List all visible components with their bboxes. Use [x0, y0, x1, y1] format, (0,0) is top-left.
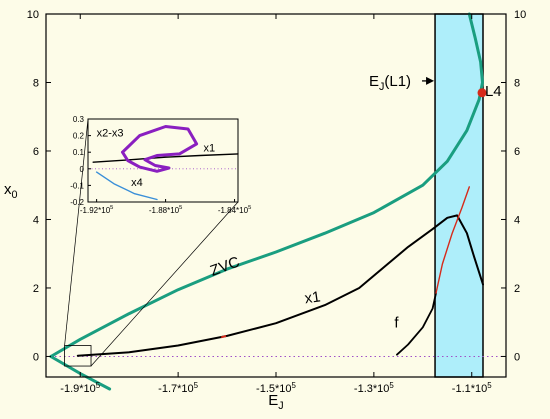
x-tick-label-mantissa: -1.9*10 [60, 383, 95, 395]
inset-series-inset_x1 [92, 153, 239, 163]
y-axis-label: x0 [4, 181, 18, 201]
y-tick-label-right: 10 [514, 9, 526, 21]
y-axis-label-sub: 0 [12, 189, 18, 201]
y-tick-label: 2 [33, 283, 39, 295]
annotation-ej-l1-sub: J [379, 81, 384, 93]
y-tick-label-right: 6 [514, 146, 520, 158]
inset-x-tick-label-mantissa: -1.88*10 [149, 206, 180, 215]
annotation-ej-l1: EJ(L1) [369, 73, 411, 93]
x-tick-label-mantissa: -1.1*10 [452, 383, 487, 395]
inset-y-tick-label: 0.1 [73, 148, 85, 157]
l4-point [477, 88, 487, 98]
y-tick-label-right: 2 [514, 283, 520, 295]
y-tick-label: 8 [33, 77, 39, 89]
band-layer [434, 13, 484, 378]
x-axis-label: EJ [268, 392, 283, 412]
x-tick-label-mantissa: -1.5*10 [256, 383, 291, 395]
inset-x-tick-label-exponent: 5 [248, 205, 251, 211]
y-tick-label-right: 8 [514, 77, 520, 89]
x-tick-label-exponent: 5 [487, 381, 492, 390]
x-tick-label-exponent: 5 [292, 381, 297, 390]
x-axis-label-main: E [268, 392, 278, 409]
annotation-f: f [394, 314, 399, 331]
x-tick-label-exponent: 5 [194, 381, 199, 390]
zoom-connector-line [90, 201, 239, 367]
inset-y-tick-label: 0.3 [73, 115, 85, 124]
inset-label-x4: x4 [131, 177, 143, 189]
series-f [396, 292, 437, 356]
inset-x-tick-label-mantissa: -1.84*10 [218, 206, 249, 215]
y-tick-label: 4 [33, 214, 39, 226]
inset-x-tick-label: -1.92*105 [80, 205, 113, 215]
x-tick-label-exponent: 5 [96, 381, 101, 390]
zoom-region-box [64, 345, 92, 367]
annotation-ej-l1-main: E [369, 73, 379, 90]
annotation-ej-l1-tail: (L1) [384, 73, 411, 90]
inset-y-tick-label: -0.1 [70, 181, 84, 190]
series-red_branch [435, 186, 470, 294]
y-tick-label: 6 [33, 146, 39, 158]
inset-x-tick-label: -1.88*105 [149, 205, 182, 215]
axis-layer: -1.9*105 -1.7*105 -1.5*105 -1.3*105 -1.1*105… [4, 9, 526, 412]
x-axis-label-sub: J [278, 400, 283, 412]
inset-y-tick-label: 0.2 [73, 132, 85, 141]
x-tick-label: -1.5*105 [256, 381, 296, 395]
annotation-x1: x1 [304, 288, 322, 307]
zoom-connector-line [64, 118, 89, 346]
x-tick-label: -1.7*105 [158, 381, 198, 395]
y-tick-label-right: 4 [514, 214, 520, 226]
x-tick-label: -1.3*105 [354, 381, 394, 395]
x-tick-label: -1.9*105 [60, 381, 100, 395]
el1-band [434, 13, 484, 378]
inset-x-tick-label-exponent: 5 [110, 205, 113, 211]
x-tick-label-exponent: 5 [389, 381, 394, 390]
inset-series-inset_loop [121, 125, 199, 173]
y-tick-label: 10 [27, 9, 39, 21]
inset-label-x1: x1 [204, 142, 216, 154]
x-tick-label-mantissa: -1.3*10 [354, 383, 389, 395]
inset-y-tick-label: -0.2 [70, 198, 84, 207]
y-tick-label-right: 0 [514, 351, 520, 363]
inset-x-tick-label: -1.84*105 [218, 205, 251, 215]
inset-x-tick-label-exponent: 5 [179, 205, 182, 211]
inset-y-tick-label: 0 [80, 165, 85, 174]
inset-label-x2-x3: x2-x3 [97, 127, 124, 139]
series-zvc_upper [49, 12, 484, 358]
x-tick-label-mantissa: -1.7*10 [158, 383, 193, 395]
inset-layer: -1.92*105 -1.88*105 -1.84*1050.30.20.10-0.… [64, 115, 251, 367]
x1-red-mark [220, 334, 227, 339]
inset-x-tick-label-mantissa: -1.92*10 [80, 206, 111, 215]
annotation-l4: L4 [485, 83, 502, 100]
x-tick-label: -1.1*105 [452, 381, 492, 395]
series-x1 [76, 214, 484, 357]
y-axis-label-main: x [4, 181, 12, 198]
annotation-arrow-head [426, 76, 435, 85]
y-tick-label: 0 [33, 351, 39, 363]
inset-series-inset_x4 [95, 171, 158, 201]
